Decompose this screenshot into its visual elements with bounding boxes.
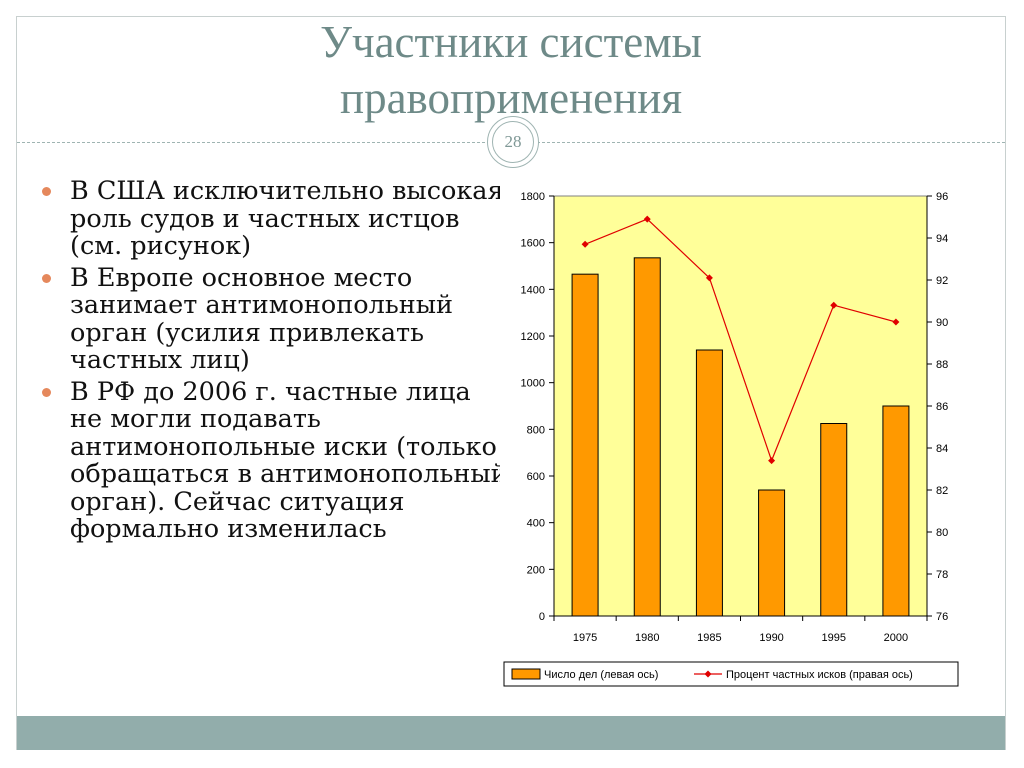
y-left-tick-label: 600 bbox=[527, 471, 545, 483]
x-tick-label: 1980 bbox=[635, 632, 659, 644]
slide-title-line-1: Участники системы bbox=[320, 17, 702, 67]
x-tick-label: 1990 bbox=[759, 632, 783, 644]
bar bbox=[820, 423, 848, 617]
y-right-tick-label: 90 bbox=[936, 317, 948, 329]
y-left-tick-label: 200 bbox=[527, 564, 545, 576]
line-point bbox=[643, 215, 651, 223]
line-point bbox=[705, 274, 713, 282]
y-left-tick-label: 1200 bbox=[521, 331, 545, 343]
bullet-item: В Европе основное место занимает антимон… bbox=[38, 262, 508, 375]
bullet-icon bbox=[42, 187, 51, 196]
axes: 0 200 400 600 800 1000 1200 1400 1600 1800 76 78 80 8… bbox=[521, 191, 949, 644]
y-right-tick-label: 80 bbox=[936, 527, 948, 539]
line-point bbox=[581, 240, 589, 248]
x-tick-label: 1995 bbox=[822, 632, 846, 644]
bullet-icon bbox=[42, 273, 51, 283]
y-right-tick-label: 84 bbox=[936, 443, 948, 455]
footer-bar bbox=[17, 716, 1005, 750]
bar bbox=[633, 257, 661, 617]
y-right-tick-label: 92 bbox=[936, 275, 948, 287]
slide-number: 28 bbox=[492, 121, 534, 163]
line-point bbox=[892, 318, 900, 326]
slide-title: Участники системы правоприменения bbox=[16, 14, 1006, 126]
legend-bar-swatch bbox=[511, 668, 541, 680]
bullet-item: В РФ до 2006 г. частные лица не могли по… bbox=[38, 376, 508, 544]
x-tick-label: 2000 bbox=[884, 632, 908, 644]
y-right-tick-label: 94 bbox=[936, 233, 948, 245]
y-right-tick-label: 88 bbox=[936, 359, 948, 371]
y-left-tick-label: 1600 bbox=[521, 238, 545, 250]
y-left-tick-label: 800 bbox=[527, 424, 545, 436]
y-right-tick-label: 78 bbox=[936, 569, 948, 581]
y-left-tick-label: 400 bbox=[527, 518, 545, 530]
bullet-item: В США исключительно высокая роль судов и… bbox=[38, 176, 508, 261]
chart: 0 200 400 600 800 1000 1200 1400 1600 1800 76 78 80 8… bbox=[500, 182, 970, 694]
bullet-text: В РФ до 2006 г. частные лица не могли по… bbox=[70, 376, 508, 544]
y-left-tick-label: 1400 bbox=[521, 284, 545, 296]
y-right-tick-label: 82 bbox=[936, 485, 948, 497]
bullet-text: В США исключительно высокая роль судов и… bbox=[70, 176, 504, 261]
y-right-tick-label: 76 bbox=[936, 611, 948, 623]
bar bbox=[758, 489, 786, 617]
bullet-icon bbox=[42, 387, 51, 397]
bar bbox=[695, 349, 723, 617]
legend: Число дел (левая ось) Процент частных иск… bbox=[503, 661, 959, 687]
y-right-tick-label: 96 bbox=[936, 191, 948, 203]
y-left-tick-label: 1000 bbox=[521, 378, 545, 390]
legend-line-marker bbox=[704, 670, 712, 678]
series-line bbox=[584, 218, 897, 463]
bar bbox=[882, 405, 910, 617]
bullet-list: В США исключительно высокая роль судов и… bbox=[38, 176, 508, 548]
line-point bbox=[830, 301, 838, 309]
slide-number-badge: 28 bbox=[487, 116, 539, 168]
bar-series bbox=[571, 257, 910, 617]
x-tick-label: 1985 bbox=[697, 632, 721, 644]
line-point bbox=[768, 457, 776, 465]
y-left-tick-label: 1800 bbox=[521, 191, 545, 203]
bar bbox=[571, 273, 599, 617]
slide-title-line-2: правоприменения bbox=[339, 73, 683, 123]
y-left-tick-label: 0 bbox=[539, 611, 545, 623]
x-tick-label: 1975 bbox=[573, 632, 597, 644]
legend-box bbox=[503, 661, 959, 687]
line-series bbox=[581, 215, 900, 465]
legend-label: Процент частных исков (правая ось) bbox=[726, 669, 913, 681]
plot-area bbox=[553, 195, 928, 617]
legend-label: Число дел (левая ось) bbox=[544, 669, 658, 681]
bullet-text: В Европе основное место занимает антимон… bbox=[70, 262, 453, 375]
y-right-tick-label: 86 bbox=[936, 401, 948, 413]
